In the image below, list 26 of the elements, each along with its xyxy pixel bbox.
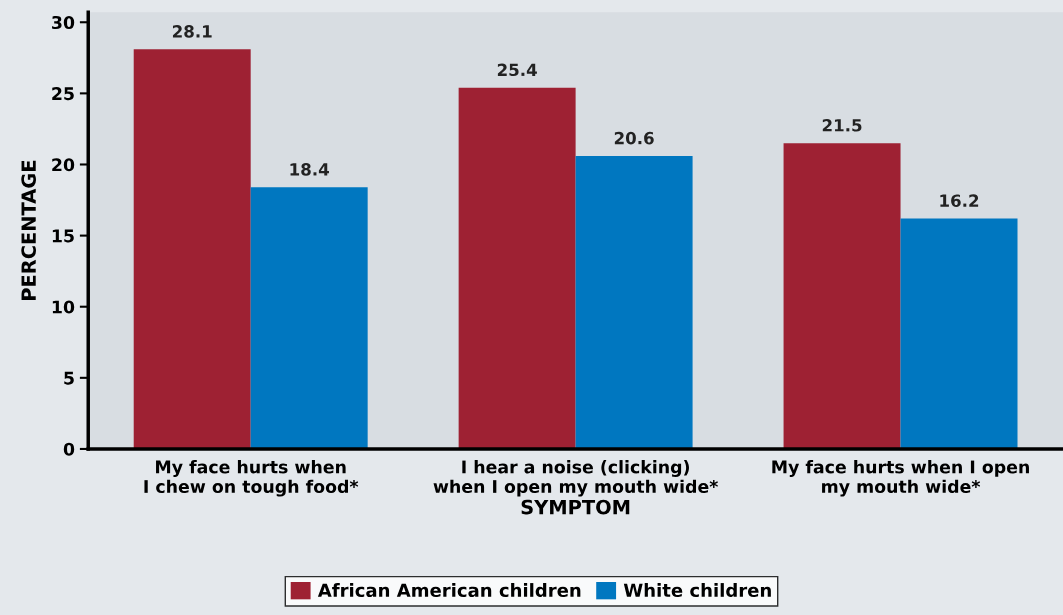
y-tick-label: 0: [63, 442, 75, 456]
y-tick-label: 15: [52, 229, 74, 243]
bar: [133, 49, 251, 449]
y-axis-title: PERCENTAGE: [21, 160, 36, 301]
legend-label: White children: [623, 583, 771, 598]
y-tick-label: 20: [52, 158, 75, 172]
data-label: 20.6: [614, 131, 654, 145]
bar: [458, 87, 576, 449]
data-label: 16.2: [940, 194, 979, 207]
legend-label: African American children: [317, 583, 581, 598]
bar: [783, 143, 901, 449]
y-tick-label: 25: [52, 87, 74, 101]
data-label: 28.1: [172, 25, 212, 38]
bar: [900, 218, 1018, 449]
y-tick-label: 10: [52, 300, 75, 314]
data-label: 21.5: [822, 118, 862, 132]
x-tick-label: I hear a noise (clicking) when I open my mouth wide*: [433, 460, 718, 497]
x-axis-title: SYMPTOM: [521, 499, 630, 515]
x-tick-label: My face hurts when I chew on tough food*: [144, 460, 359, 497]
y-tick-label: 5: [64, 371, 74, 385]
x-tick-label: My face hurts when I open my mouth wide*: [772, 460, 1029, 497]
y-tick-label: 30: [52, 15, 75, 30]
bar: [575, 155, 693, 449]
data-label: 18.4: [290, 163, 329, 176]
bar: [250, 187, 368, 449]
data-label: 25.4: [497, 63, 537, 77]
